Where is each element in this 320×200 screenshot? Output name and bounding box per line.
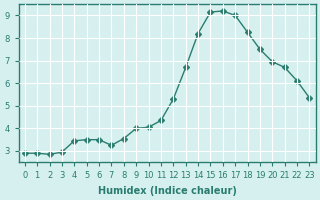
X-axis label: Humidex (Indice chaleur): Humidex (Indice chaleur) (98, 186, 236, 196)
